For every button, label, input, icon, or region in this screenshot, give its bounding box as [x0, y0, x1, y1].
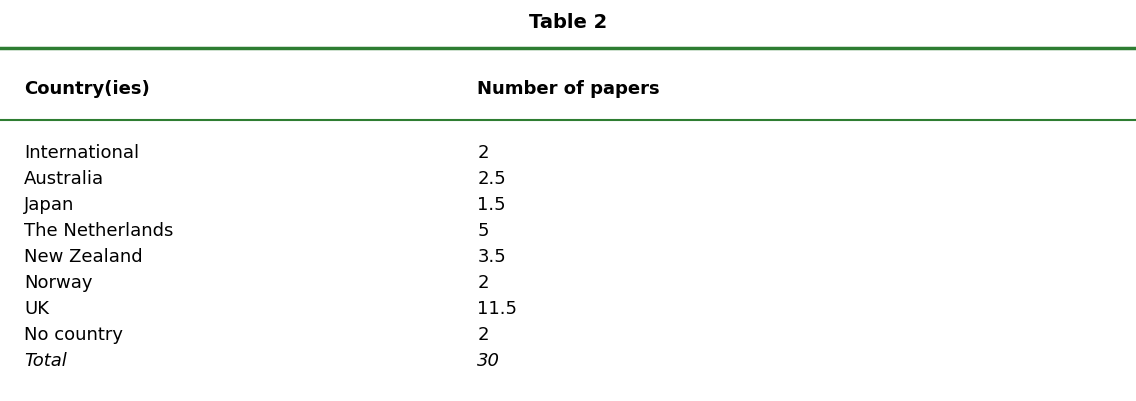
Text: 2: 2	[477, 273, 488, 291]
Text: 1.5: 1.5	[477, 196, 506, 213]
Text: International: International	[24, 144, 140, 162]
Text: Number of papers: Number of papers	[477, 80, 660, 98]
Text: New Zealand: New Zealand	[24, 247, 143, 265]
Text: 2.5: 2.5	[477, 170, 507, 188]
Text: 2: 2	[477, 144, 488, 162]
Text: Country(ies): Country(ies)	[24, 80, 150, 98]
Text: Australia: Australia	[24, 170, 105, 188]
Text: 2: 2	[477, 325, 488, 343]
Text: UK: UK	[24, 299, 49, 317]
Text: The Netherlands: The Netherlands	[24, 221, 174, 239]
Text: 5: 5	[477, 221, 488, 239]
Text: Total: Total	[24, 351, 67, 369]
Text: Norway: Norway	[24, 273, 92, 291]
Text: Table 2: Table 2	[529, 13, 607, 32]
Text: 30: 30	[477, 351, 500, 369]
Text: 3.5: 3.5	[477, 247, 507, 265]
Text: Japan: Japan	[24, 196, 75, 213]
Text: 11.5: 11.5	[477, 299, 517, 317]
Text: No country: No country	[24, 325, 123, 343]
